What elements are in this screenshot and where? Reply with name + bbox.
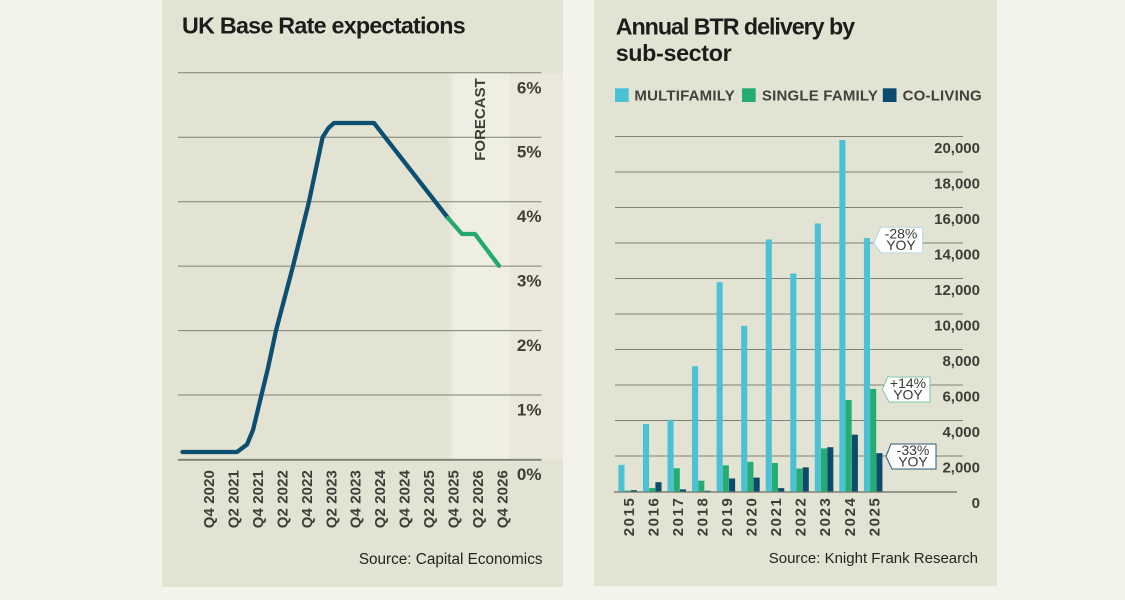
svg-text:SINGLE FAMILY: SINGLE FAMILY bbox=[762, 88, 878, 105]
svg-text:0%: 0% bbox=[517, 465, 542, 484]
svg-text:4%: 4% bbox=[517, 207, 542, 226]
svg-text:12,000: 12,000 bbox=[934, 282, 980, 299]
svg-text:16,000: 16,000 bbox=[934, 211, 980, 228]
svg-text:2025: 2025 bbox=[866, 497, 883, 537]
svg-text:0: 0 bbox=[972, 495, 980, 512]
svg-text:2019: 2019 bbox=[719, 497, 736, 537]
svg-text:Q2 2021: Q2 2021 bbox=[226, 470, 243, 528]
svg-text:Q2 2025: Q2 2025 bbox=[421, 470, 438, 528]
svg-text:Q2 2024: Q2 2024 bbox=[372, 469, 389, 528]
svg-text:10,000: 10,000 bbox=[934, 318, 980, 335]
svg-text:2017: 2017 bbox=[670, 497, 687, 537]
svg-text:2020: 2020 bbox=[744, 497, 761, 537]
svg-text:FORECAST: FORECAST bbox=[472, 78, 489, 161]
svg-text:Q4 2022: Q4 2022 bbox=[299, 470, 316, 528]
svg-text:6,000: 6,000 bbox=[942, 389, 980, 406]
svg-text:2015: 2015 bbox=[621, 497, 638, 537]
svg-text:Q4 2026: Q4 2026 bbox=[494, 470, 511, 528]
svg-text:2021: 2021 bbox=[768, 497, 785, 537]
svg-text:Q4 2024: Q4 2024 bbox=[397, 469, 414, 528]
svg-text:1%: 1% bbox=[517, 401, 542, 420]
svg-text:2016: 2016 bbox=[645, 497, 662, 537]
svg-text:YOY: YOY bbox=[898, 454, 928, 470]
svg-text:-28%: -28% bbox=[885, 226, 918, 242]
svg-text:18,000: 18,000 bbox=[934, 176, 980, 193]
svg-text:MULTIFAMILY: MULTIFAMILY bbox=[634, 88, 735, 105]
svg-text:Q4 2025: Q4 2025 bbox=[445, 470, 462, 528]
svg-text:3%: 3% bbox=[517, 272, 542, 291]
svg-text:6%: 6% bbox=[517, 78, 542, 97]
svg-text:UK Base Rate expectations: UK Base Rate expectations bbox=[182, 12, 465, 38]
svg-text:4,000: 4,000 bbox=[942, 424, 980, 441]
svg-text:2018: 2018 bbox=[694, 497, 711, 537]
svg-text:Annual BTR delivery by: Annual BTR delivery by bbox=[616, 13, 855, 39]
svg-text:2023: 2023 bbox=[817, 497, 834, 537]
svg-text:-33%: -33% bbox=[897, 442, 930, 458]
svg-text:YOY: YOY bbox=[893, 387, 923, 403]
svg-text:Q4 2021: Q4 2021 bbox=[250, 470, 267, 528]
svg-text:Q4 2020: Q4 2020 bbox=[201, 470, 218, 528]
svg-text:+14%: +14% bbox=[890, 375, 926, 391]
svg-text:Q2 2023: Q2 2023 bbox=[323, 470, 340, 528]
svg-text:Q2 2026: Q2 2026 bbox=[470, 470, 487, 528]
svg-text:2022: 2022 bbox=[793, 497, 810, 537]
svg-text:Source: Capital Economics: Source: Capital Economics bbox=[359, 551, 543, 568]
svg-text:CO-LIVING: CO-LIVING bbox=[903, 88, 982, 105]
svg-text:2,000: 2,000 bbox=[942, 460, 980, 477]
svg-text:2%: 2% bbox=[517, 336, 542, 355]
svg-text:Q4 2023: Q4 2023 bbox=[348, 470, 365, 528]
svg-text:YOY: YOY bbox=[886, 237, 916, 253]
svg-text:20,000: 20,000 bbox=[934, 140, 980, 157]
svg-text:2024: 2024 bbox=[842, 497, 859, 537]
svg-text:Source: Knight Frank Research: Source: Knight Frank Research bbox=[769, 550, 978, 567]
svg-text:8,000: 8,000 bbox=[942, 353, 980, 370]
svg-text:5%: 5% bbox=[517, 143, 542, 162]
svg-text:sub-sector: sub-sector bbox=[616, 40, 732, 66]
svg-text:Q2 2022: Q2 2022 bbox=[275, 470, 292, 528]
svg-text:14,000: 14,000 bbox=[934, 247, 980, 264]
